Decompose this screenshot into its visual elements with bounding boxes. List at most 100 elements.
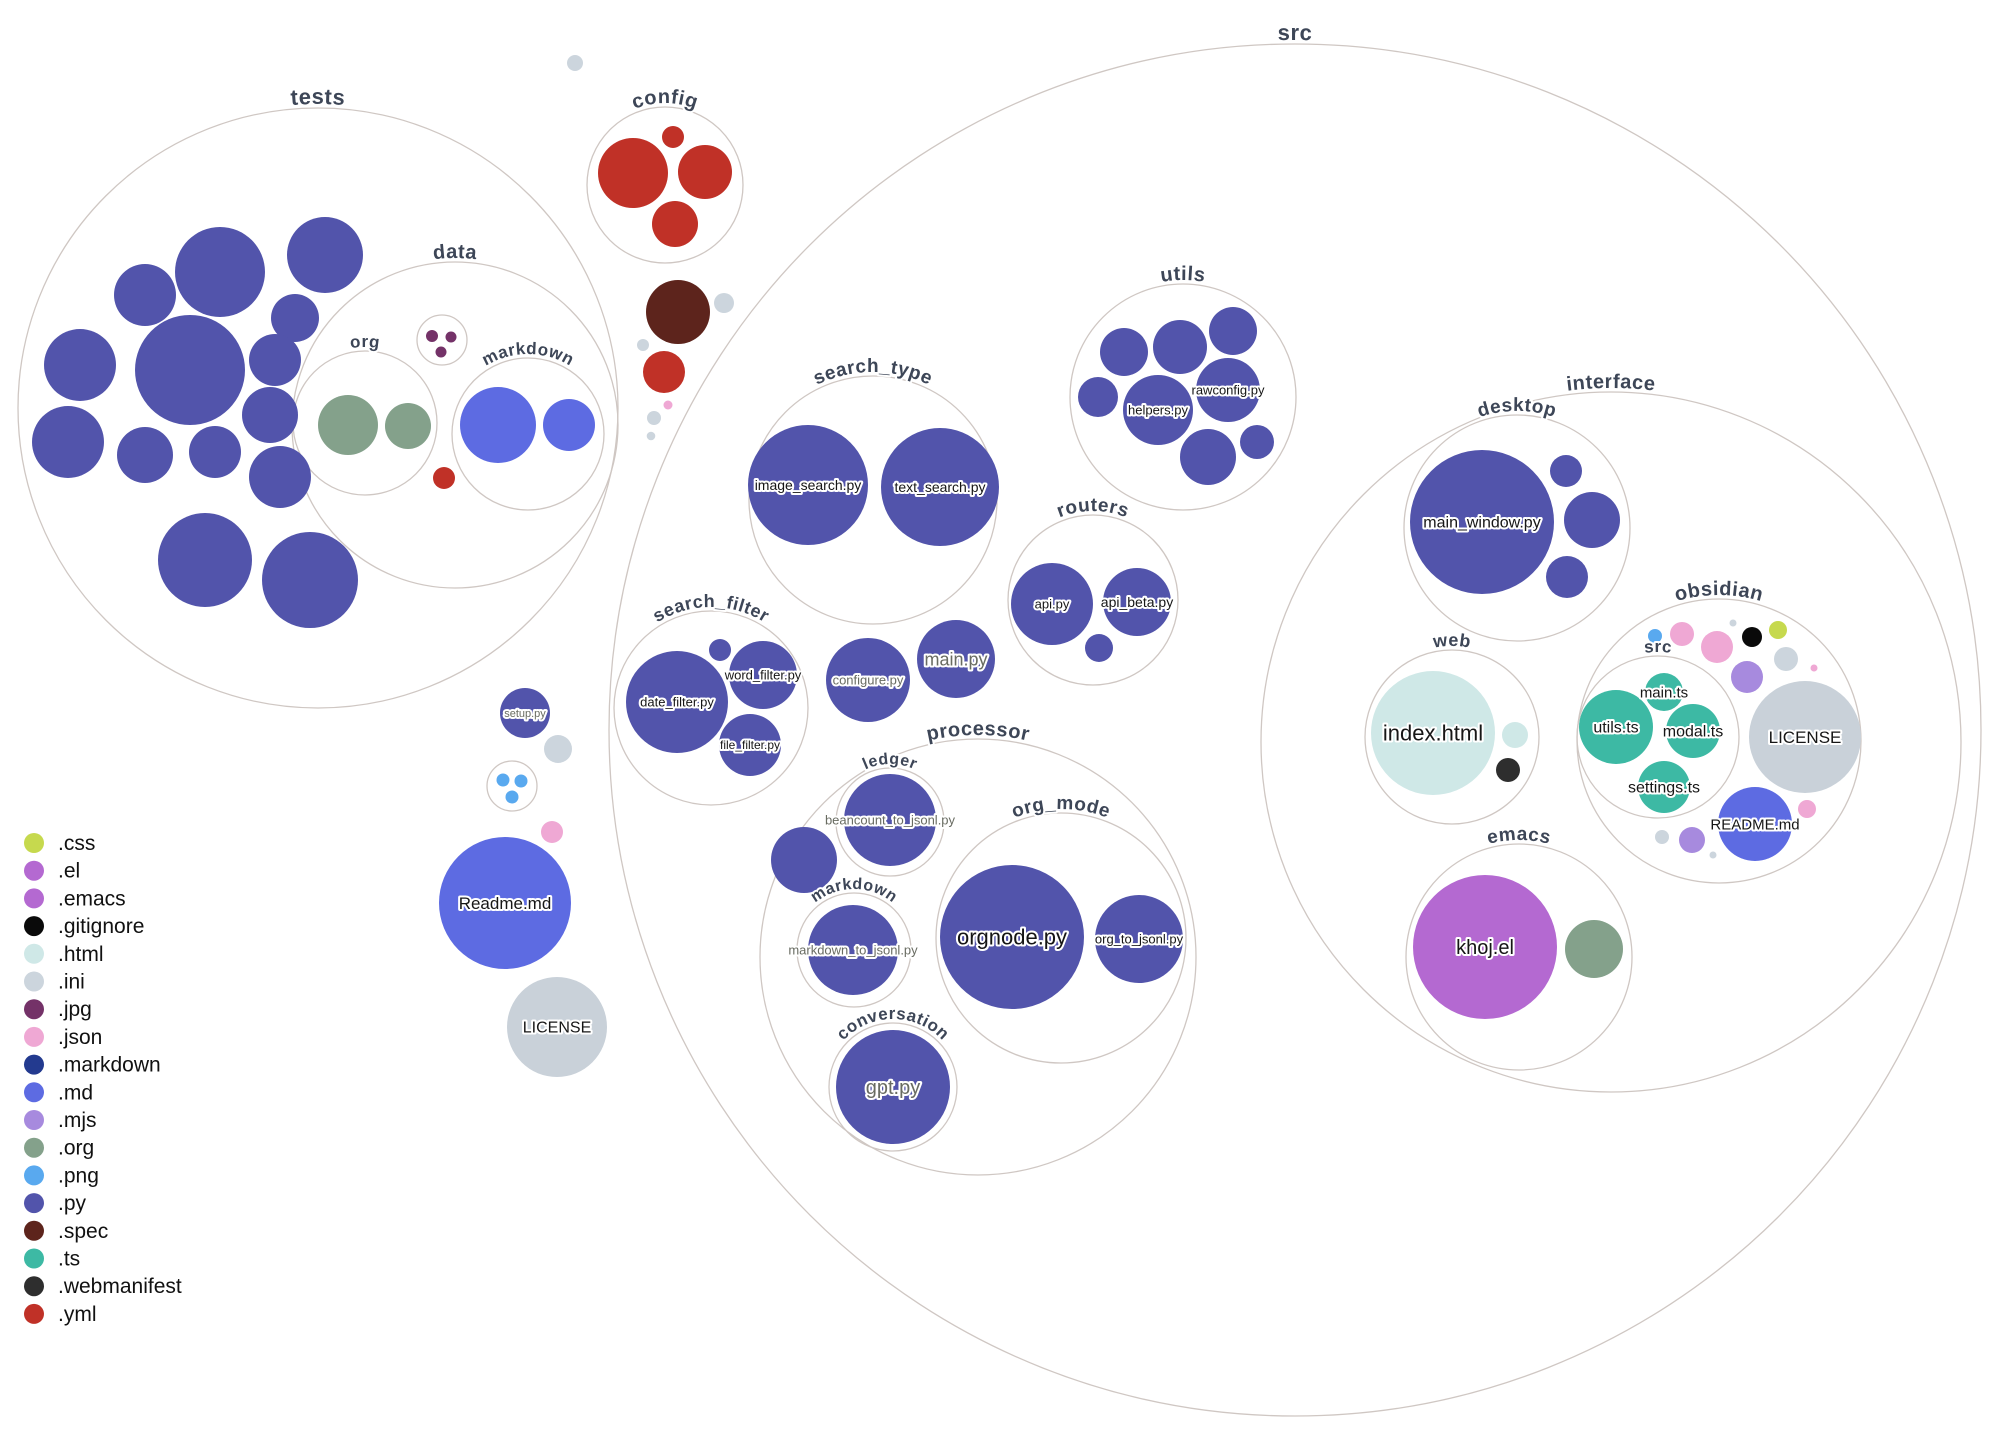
legend-label-html: .html	[58, 943, 104, 966]
file-dot-py	[117, 427, 173, 483]
legend-swatch-webmanifest	[24, 1276, 44, 1297]
file-api_beta.py-circle	[1103, 568, 1171, 636]
file-main.py-circle	[917, 620, 995, 698]
file-api_beta.py-label: api_beta.py	[1101, 594, 1173, 610]
file-main.ts-circle	[1645, 673, 1683, 711]
dir-src-circle	[608, 43, 1982, 1417]
file-dot-py	[44, 329, 116, 401]
legend-label-yml: .yml	[58, 1303, 97, 1326]
dir-config-circle	[586, 106, 744, 264]
legend-label-emacs: .emacs	[58, 887, 126, 910]
dir-src-obsidian-circle	[1576, 655, 1740, 819]
file-dot-py	[287, 217, 363, 293]
legend-swatch-org	[24, 1137, 44, 1158]
legend-swatch-markdown	[24, 1054, 44, 1075]
file-main_window.py-label: main_window.py	[1423, 515, 1540, 532]
file-index.html-circle	[1371, 671, 1495, 795]
legend-label-markdown: .markdown	[58, 1054, 161, 1077]
file-settings.ts-circle	[1638, 761, 1690, 813]
legend-swatch-mjs	[24, 1110, 44, 1130]
file-dot-org	[318, 395, 378, 455]
file-api.py-label: api.py	[1035, 597, 1070, 612]
file-dot-py	[1078, 377, 1118, 417]
legend-label-ts: .ts	[58, 1248, 80, 1271]
dir-desktop-label: desktop	[1475, 395, 1559, 422]
file-dot-py	[1180, 429, 1236, 485]
file-dot-ini	[1655, 830, 1669, 844]
legend-label-jpg: .jpg	[58, 998, 92, 1021]
dir-config-label: config	[629, 86, 701, 114]
dir-utils-label: utils	[1159, 263, 1207, 287]
file-dot-json	[1701, 631, 1733, 663]
file-dot-py	[32, 406, 104, 478]
dir-data-label: data	[432, 241, 479, 264]
file-date_filter.py-circle	[626, 651, 728, 753]
legend-label-org: .org	[58, 1137, 94, 1160]
dir-web-label: web	[1431, 630, 1472, 652]
legend-swatch-el	[24, 860, 44, 881]
file-helpers.py-circle	[1123, 375, 1193, 445]
file-dot-yml	[652, 201, 698, 247]
file-dot-jpg	[445, 331, 457, 343]
legend-swatch-png	[24, 1165, 44, 1186]
file-dot-py	[1546, 556, 1588, 598]
dir-org_mode-label: org_mode	[1009, 793, 1113, 823]
file-org_to_jsonl.py-circle	[1095, 895, 1183, 983]
dir-src-label: src	[1277, 20, 1312, 45]
legend-swatch-yml	[24, 1303, 44, 1324]
file-dot-md	[460, 387, 536, 463]
file-beancount_to_jsonl.py-label: beancount_to_jsonl.py	[825, 813, 956, 828]
dir-src-obsidian-label: src	[1643, 637, 1673, 657]
labels-layer: src interface tests processor data obsidian or…	[288, 18, 1844, 1101]
file-main_window.py-circle	[1410, 450, 1554, 594]
file-LICENSE-label: LICENSE	[1769, 728, 1842, 747]
file-markdown_to_jsonl.py-label: markdown_to_jsonl.py	[788, 943, 918, 958]
file-dot-py	[114, 264, 176, 326]
file-dot-ini	[567, 55, 583, 71]
file-text_search.py-label: text_search.py	[894, 479, 985, 495]
dir-search_filter-label: search_filter	[649, 591, 773, 626]
file-text_search.py-circle	[881, 428, 999, 546]
file-dot-md	[543, 399, 595, 451]
file-settings.ts-label: settings.ts	[1628, 780, 1700, 797]
file-dot-py	[1240, 425, 1274, 459]
legend-swatch-jpg	[24, 999, 44, 1020]
file-dot-py	[709, 639, 731, 661]
dir-processor-circle	[759, 738, 1197, 1176]
dir-search_type-label: search_type	[810, 356, 935, 389]
legend-label-py: .py	[58, 1192, 87, 1215]
legend-label-gitignore: .gitignore	[58, 915, 144, 938]
file-dot-py	[189, 426, 241, 478]
file-dot-ini	[1709, 851, 1717, 859]
file-dot-ini	[1729, 619, 1737, 627]
file-dot-json	[1810, 664, 1818, 672]
file-utils.ts-circle	[1579, 690, 1653, 764]
file-main.ts-label: main.ts	[1640, 684, 1688, 701]
dir-search_filter-circle	[613, 610, 809, 806]
file-khoj.el-label: khoj.el	[1456, 937, 1514, 959]
file-Readme.md-label: Readme.md	[459, 894, 552, 913]
file-dot-org	[385, 403, 431, 449]
file-rawconfig.py-label: rawconfig.py	[1192, 383, 1265, 398]
file-dot-png	[514, 774, 528, 788]
file-image_search.py-circle	[748, 425, 868, 545]
dir-ledger-label: ledger	[860, 751, 919, 773]
dir-interface-circle	[1260, 391, 1962, 1093]
file-dot-html	[1502, 722, 1528, 748]
file-LICENSE-label: LICENSE	[523, 1020, 591, 1037]
dir-ledger-circle	[835, 767, 945, 877]
file-file_filter.py-label: file_filter.py	[720, 738, 780, 752]
legend-swatch-ini	[24, 971, 44, 992]
dir-markdown-data-label: markdown	[479, 339, 578, 370]
file-orgnode.py-circle	[940, 865, 1084, 1009]
dir-interface-label: interface	[1565, 371, 1656, 396]
legend-swatch-ts	[24, 1248, 44, 1269]
file-orgnode.py-label: orgnode.py	[957, 925, 1067, 950]
legend-label-spec: .spec	[58, 1220, 108, 1243]
file-dot-ini	[637, 339, 649, 351]
file-dot-yml	[433, 467, 455, 489]
legend-label-png: .png	[58, 1164, 99, 1187]
file-rawconfig.py-circle	[1196, 358, 1260, 422]
file-dot-png	[505, 790, 519, 804]
